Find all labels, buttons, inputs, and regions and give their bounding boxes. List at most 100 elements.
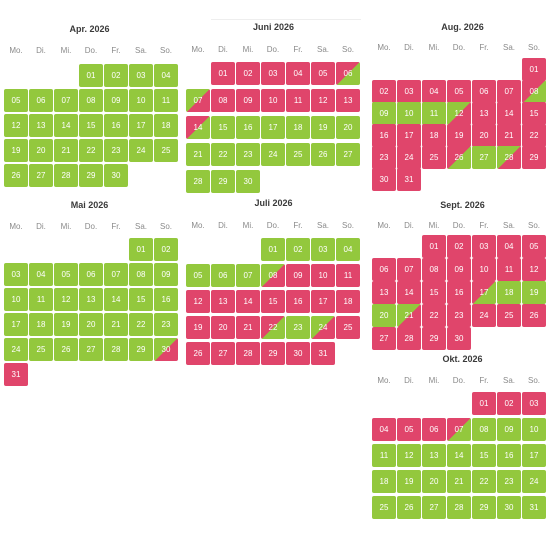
day-cell[interactable]: 28 xyxy=(54,164,78,187)
day-cell[interactable]: 30 xyxy=(447,327,471,350)
day-cell[interactable]: 01 xyxy=(129,238,153,261)
day-cell[interactable]: 28 xyxy=(104,338,128,361)
day-cell[interactable]: 06 xyxy=(79,263,103,286)
day-cell[interactable]: 21 xyxy=(447,470,471,493)
day-cell[interactable]: 15 xyxy=(129,288,153,311)
day-cell[interactable]: 05 xyxy=(447,80,471,103)
day-cell[interactable]: 26 xyxy=(54,338,78,361)
day-cell[interactable]: 29 xyxy=(422,327,446,350)
day-cell[interactable]: 01 xyxy=(522,58,546,81)
day-cell[interactable]: 12 xyxy=(4,114,28,137)
day-cell[interactable]: 24 xyxy=(129,139,153,162)
day-cell[interactable]: 25 xyxy=(422,146,446,169)
day-cell[interactable]: 23 xyxy=(497,470,521,493)
day-cell[interactable]: 09 xyxy=(236,89,260,112)
day-cell[interactable]: 24 xyxy=(4,338,28,361)
day-cell[interactable]: 14 xyxy=(397,281,421,304)
day-cell[interactable]: 26 xyxy=(4,164,28,187)
day-cell[interactable]: 12 xyxy=(397,444,421,467)
day-cell[interactable]: 21 xyxy=(397,304,421,327)
day-cell[interactable]: 25 xyxy=(286,143,310,166)
day-cell[interactable]: 27 xyxy=(422,496,446,519)
day-cell[interactable]: 18 xyxy=(372,470,396,493)
day-cell[interactable]: 18 xyxy=(422,124,446,147)
day-cell[interactable]: 29 xyxy=(211,170,235,193)
day-cell[interactable]: 29 xyxy=(261,342,285,365)
day-cell[interactable]: 31 xyxy=(397,168,421,191)
day-cell[interactable]: 17 xyxy=(129,114,153,137)
day-cell[interactable]: 11 xyxy=(286,89,310,112)
day-cell[interactable]: 03 xyxy=(397,80,421,103)
day-cell[interactable]: 07 xyxy=(497,80,521,103)
day-cell[interactable]: 02 xyxy=(447,235,471,258)
day-cell[interactable]: 08 xyxy=(79,89,103,112)
day-cell[interactable]: 27 xyxy=(29,164,53,187)
day-cell[interactable]: 22 xyxy=(472,470,496,493)
day-cell[interactable]: 08 xyxy=(422,258,446,281)
day-cell[interactable]: 30 xyxy=(104,164,128,187)
day-cell[interactable]: 30 xyxy=(154,338,178,361)
day-cell[interactable]: 07 xyxy=(236,264,260,287)
day-cell[interactable]: 06 xyxy=(422,418,446,441)
day-cell[interactable]: 06 xyxy=(472,80,496,103)
day-cell[interactable]: 03 xyxy=(4,263,28,286)
day-cell[interactable]: 22 xyxy=(79,139,103,162)
day-cell[interactable]: 19 xyxy=(4,139,28,162)
day-cell[interactable]: 18 xyxy=(497,281,521,304)
day-cell[interactable]: 29 xyxy=(79,164,103,187)
day-cell[interactable]: 23 xyxy=(447,304,471,327)
day-cell[interactable]: 30 xyxy=(236,170,260,193)
day-cell[interactable]: 25 xyxy=(497,304,521,327)
day-cell[interactable]: 14 xyxy=(54,114,78,137)
day-cell[interactable]: 08 xyxy=(129,263,153,286)
day-cell[interactable]: 18 xyxy=(336,290,360,313)
day-cell[interactable]: 13 xyxy=(79,288,103,311)
day-cell[interactable]: 10 xyxy=(129,89,153,112)
day-cell[interactable]: 23 xyxy=(372,146,396,169)
day-cell[interactable]: 30 xyxy=(497,496,521,519)
day-cell[interactable]: 09 xyxy=(104,89,128,112)
day-cell[interactable]: 09 xyxy=(447,258,471,281)
day-cell[interactable]: 21 xyxy=(104,313,128,336)
day-cell[interactable]: 28 xyxy=(236,342,260,365)
day-cell[interactable]: 25 xyxy=(372,496,396,519)
day-cell[interactable]: 20 xyxy=(472,124,496,147)
day-cell[interactable]: 15 xyxy=(522,102,546,125)
day-cell[interactable]: 11 xyxy=(372,444,396,467)
day-cell[interactable]: 26 xyxy=(397,496,421,519)
day-cell[interactable]: 20 xyxy=(422,470,446,493)
day-cell[interactable]: 17 xyxy=(472,281,496,304)
day-cell[interactable]: 13 xyxy=(372,281,396,304)
day-cell[interactable]: 22 xyxy=(261,316,285,339)
day-cell[interactable]: 24 xyxy=(472,304,496,327)
day-cell[interactable]: 22 xyxy=(422,304,446,327)
day-cell[interactable]: 24 xyxy=(397,146,421,169)
day-cell[interactable]: 16 xyxy=(447,281,471,304)
day-cell[interactable]: 20 xyxy=(29,139,53,162)
day-cell[interactable]: 31 xyxy=(4,363,28,386)
day-cell[interactable]: 16 xyxy=(372,124,396,147)
day-cell[interactable]: 08 xyxy=(211,89,235,112)
day-cell[interactable]: 01 xyxy=(472,392,496,415)
day-cell[interactable]: 27 xyxy=(472,146,496,169)
day-cell[interactable]: 04 xyxy=(154,64,178,87)
day-cell[interactable]: 10 xyxy=(472,258,496,281)
day-cell[interactable]: 12 xyxy=(54,288,78,311)
day-cell[interactable]: 27 xyxy=(336,143,360,166)
day-cell[interactable]: 12 xyxy=(311,89,335,112)
day-cell[interactable]: 26 xyxy=(447,146,471,169)
day-cell[interactable]: 19 xyxy=(522,281,546,304)
day-cell[interactable]: 15 xyxy=(211,116,235,139)
day-cell[interactable]: 21 xyxy=(186,143,210,166)
day-cell[interactable]: 09 xyxy=(154,263,178,286)
day-cell[interactable]: 02 xyxy=(497,392,521,415)
day-cell[interactable]: 16 xyxy=(154,288,178,311)
day-cell[interactable]: 23 xyxy=(154,313,178,336)
day-cell[interactable]: 22 xyxy=(522,124,546,147)
day-cell[interactable]: 06 xyxy=(372,258,396,281)
day-cell[interactable]: 14 xyxy=(104,288,128,311)
day-cell[interactable]: 02 xyxy=(104,64,128,87)
day-cell[interactable]: 07 xyxy=(447,418,471,441)
day-cell[interactable]: 27 xyxy=(79,338,103,361)
day-cell[interactable]: 17 xyxy=(261,116,285,139)
